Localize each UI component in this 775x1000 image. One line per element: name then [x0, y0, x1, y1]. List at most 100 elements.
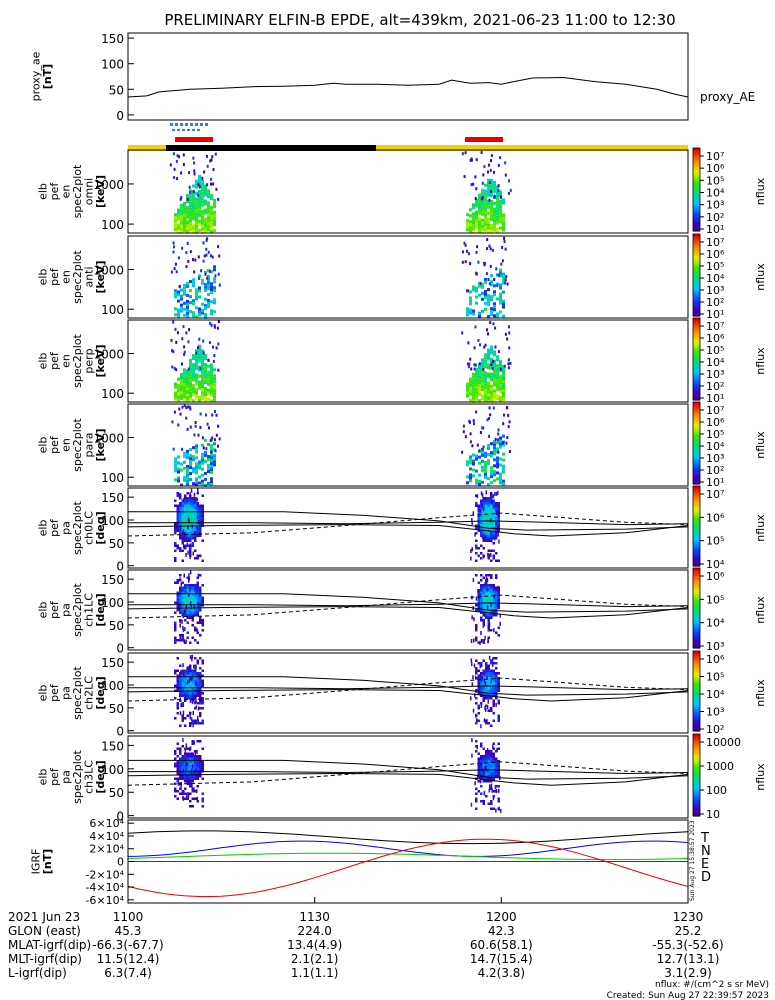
spectrogram-pixel: [490, 390, 493, 394]
colorbar-segment: [693, 576, 700, 580]
spectrogram-pixel: [490, 396, 493, 400]
spectrogram-pixel: [496, 191, 499, 195]
spectrogram-pixel: [484, 475, 487, 479]
spectrogram-speckle: [487, 170, 489, 174]
spectrogram-speckle: [209, 159, 212, 163]
spectrogram-pixel: [502, 377, 505, 380]
spectrogram-pixel: [189, 228, 192, 232]
spectrogram-pixel: [196, 641, 199, 644]
spectrogram-pixel: [196, 762, 199, 765]
spectrogram-pixel: [493, 293, 496, 297]
spectrogram-pixel: [487, 574, 490, 577]
spectrogram-pixel: [189, 210, 192, 214]
spectrogram-speckle: [462, 250, 464, 254]
spectrogram-pixel: [484, 289, 487, 293]
spectrogram-speckle: [209, 270, 211, 273]
spectrogram-pixel: [196, 755, 199, 758]
colorbar-frame: [692, 147, 701, 232]
spectrogram-pixel: [180, 297, 183, 301]
spectrogram-pixel: [191, 497, 194, 500]
spectrogram-pixel: [204, 381, 207, 385]
spectrogram-pixel: [194, 502, 197, 505]
spectrogram-pixel: [495, 586, 498, 589]
spectrogram-pixel: [174, 313, 177, 317]
spectrogram-speckle: [486, 719, 488, 724]
spectrogram-pixel: [186, 455, 189, 459]
colorbar-segment: [693, 542, 700, 546]
spectrogram-pixel: [477, 772, 480, 775]
spectrogram-pixel: [477, 767, 480, 770]
spectrogram-pixel: [204, 187, 207, 191]
spectrogram-pixel: [201, 479, 204, 483]
spectrogram-pixel: [191, 772, 194, 775]
spectrogram-pixel: [469, 476, 472, 480]
spectrogram-pixel: [482, 762, 485, 765]
spectrogram-pixel: [484, 380, 487, 384]
spectrogram-pixel: [177, 479, 180, 483]
spectrogram-pixel: [189, 295, 192, 299]
spectrogram-pixel: [196, 512, 199, 515]
colorbar-segment: [693, 629, 700, 633]
spectrogram-pixel: [184, 584, 187, 587]
spectrogram-pixel: [477, 760, 480, 763]
spectrogram-pixel: [183, 386, 186, 390]
spectrogram-pixel: [482, 697, 485, 700]
spectrogram-pixel: [490, 687, 493, 690]
spectrogram-pixel: [201, 697, 204, 700]
spectrogram-pixel: [186, 772, 189, 775]
spectrogram-pixel: [493, 216, 496, 220]
spectrogram-pixel: [497, 767, 500, 770]
panel-frame: [127, 32, 689, 121]
spectrogram-pixel: [177, 467, 180, 471]
spectrogram-speckle: [175, 340, 178, 344]
spectrogram-pixel: [201, 584, 204, 587]
spectrogram-speckle: [498, 806, 500, 811]
spectrogram-pixel: [485, 604, 488, 607]
spectrogram-pixel: [189, 289, 192, 293]
spectrogram-pixel: [495, 775, 498, 778]
spectrogram-pixel: [186, 609, 189, 612]
y-tick-label: 150: [101, 656, 124, 670]
spectrogram-pixel: [194, 750, 197, 753]
spectrogram-pixel: [493, 458, 496, 462]
spectrogram-pixel: [194, 626, 197, 629]
spectrogram-pixel: [492, 682, 495, 685]
spectrogram-pixel: [198, 307, 201, 311]
spectrogram-pixel: [495, 614, 498, 617]
spectrogram-pixel: [191, 684, 194, 687]
spectrogram-pixel: [495, 604, 498, 607]
y-tick-label: 1000: [93, 432, 124, 446]
igrf-line-e: [127, 852, 689, 861]
spectrogram-speckle: [217, 272, 220, 276]
spectrogram-pixel: [176, 594, 179, 597]
spectrogram-pixel: [475, 697, 478, 700]
spectrogram-pixel: [201, 792, 204, 795]
loss-cone-line: [128, 769, 689, 775]
spectrogram-speckle: [471, 753, 473, 758]
spectrogram-pixel: [183, 380, 186, 384]
spectrogram-pixel: [196, 609, 199, 612]
spectrogram-pixel: [475, 222, 478, 226]
spectrogram-speckle: [495, 267, 498, 271]
spectrogram-pixel: [176, 494, 179, 497]
spectrogram-pixel: [201, 361, 204, 365]
colorbar-tick-label: 10⁶: [706, 511, 725, 524]
spectrogram-pixel: [490, 217, 493, 221]
spectrogram-speckle: [461, 331, 464, 335]
spectrogram-speckle: [189, 698, 192, 703]
spectrogram-pixel: [198, 207, 201, 211]
spectrogram-pixel: [477, 780, 480, 783]
spectrogram-pixel: [184, 641, 187, 644]
spectrogram-pixel: [493, 470, 496, 474]
spectrogram-pixel: [485, 755, 488, 758]
spectrogram-speckle: [187, 367, 190, 371]
spectrogram-pixel: [484, 451, 487, 455]
spectrogram-pixel: [499, 298, 502, 302]
spectrogram-pixel: [186, 596, 189, 599]
spectrogram-pixel: [469, 389, 472, 393]
colorbar-segment: [693, 685, 700, 689]
spectrogram-pixel: [490, 780, 493, 783]
spectrogram-pixel: [478, 387, 481, 391]
spectrogram-pixel: [181, 601, 184, 604]
colorbar-segment: [693, 605, 700, 609]
